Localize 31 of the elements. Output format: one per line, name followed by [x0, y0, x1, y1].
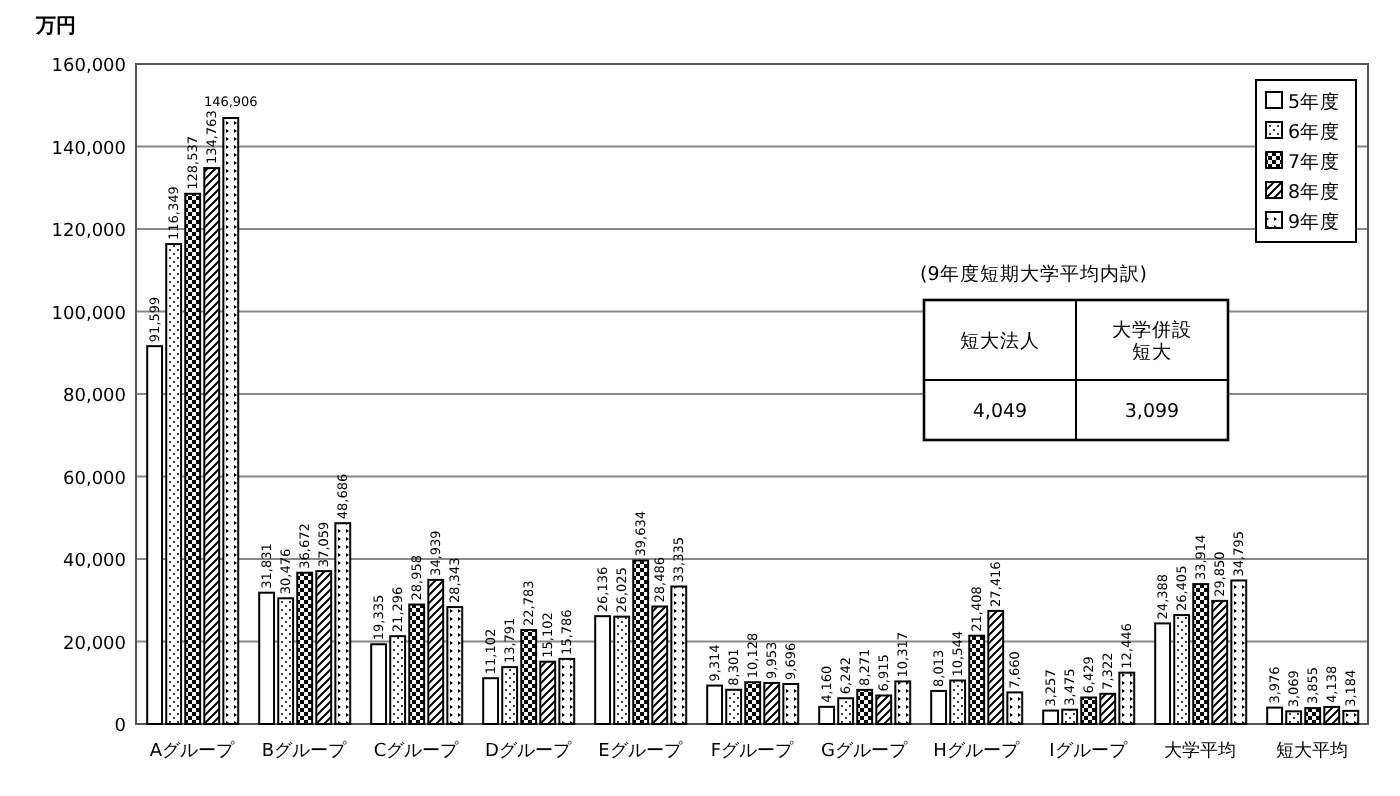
x-tick-label: Gグループ — [821, 740, 909, 762]
y-tick-label: 120,000 — [51, 222, 127, 242]
legend-label: 6年度 — [1288, 120, 1341, 144]
annotation: 3,099 — [1124, 401, 1180, 423]
legend-label: 7年度 — [1288, 150, 1341, 174]
legend-label: 5年度 — [1288, 90, 1341, 114]
y-tick-label: 20,000 — [63, 634, 127, 655]
y-tick-label: 160,000 — [51, 57, 127, 77]
y-tick-label: 40,000 — [63, 552, 127, 572]
annotation: 4,049 — [972, 401, 1028, 423]
x-tick-label: Aグループ — [149, 740, 237, 762]
x-tick-label: 大学平均 — [1164, 740, 1236, 762]
legend-label: 8年度 — [1288, 180, 1341, 204]
y-axis-title: 万円 — [34, 16, 76, 38]
x-tick-label: Cグループ — [373, 740, 461, 762]
x-tick-label: Dグループ — [485, 740, 573, 762]
y-tick-label: 140,000 — [51, 139, 127, 160]
x-tick-label: Bグループ — [261, 740, 349, 762]
y-tick-label: 80,000 — [63, 387, 127, 407]
annotation: 大学併設短大 — [1112, 318, 1192, 364]
annotation: (9年度短期大学平均内訳) — [920, 262, 1147, 286]
y-tick-label: 100,000 — [51, 304, 127, 325]
x-tick-label: Fグループ — [710, 740, 796, 762]
legend-label: 9年度 — [1288, 210, 1341, 234]
y-tick-label: 60,000 — [63, 469, 127, 490]
x-tick-label: 短大平均 — [1276, 740, 1348, 762]
x-tick-label: Hグループ — [933, 740, 1021, 762]
annotation: 短大法人 — [960, 329, 1040, 353]
y-tick-label: 0 — [114, 717, 127, 737]
x-tick-label: Eグループ — [598, 740, 684, 762]
x-tick-label: Iグループ — [1049, 740, 1129, 762]
